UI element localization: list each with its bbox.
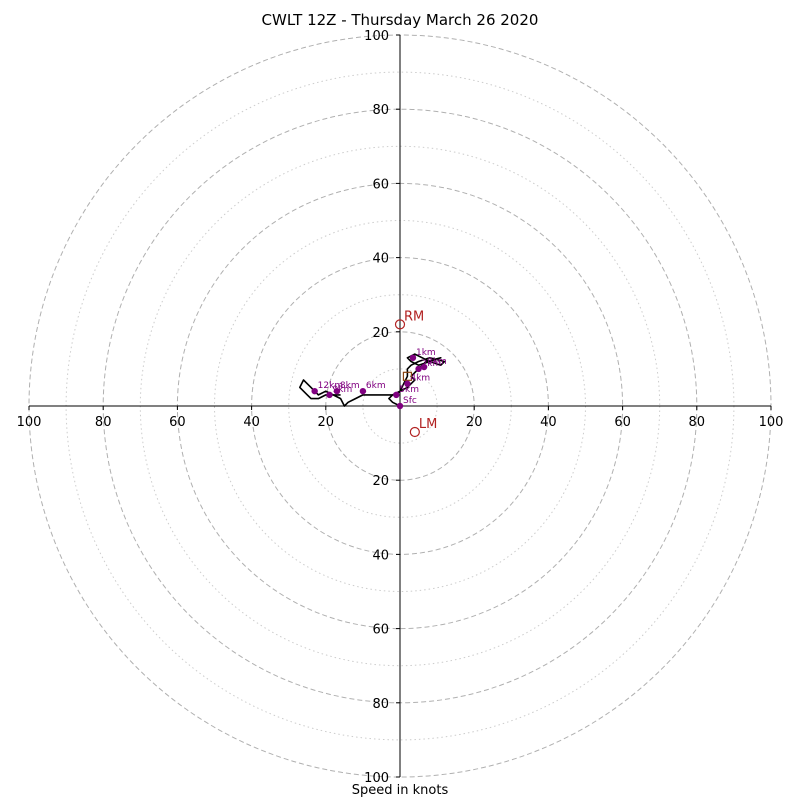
y-tick-label: 20 — [372, 326, 389, 341]
mean-wind-marker — [402, 371, 413, 381]
height-marker-point — [409, 354, 417, 361]
height-marker-label: Sfc — [403, 396, 417, 406]
storm-motion-point — [394, 319, 406, 330]
x-tick-label: 60 — [614, 415, 631, 430]
x-tick-label: 80 — [689, 415, 706, 430]
x-tick-label: 40 — [243, 415, 260, 430]
x-axis-label: Speed in knots — [351, 783, 449, 798]
height-marker-label: 1km — [416, 348, 436, 358]
x-tick-label: 80 — [95, 415, 112, 430]
height-marker-point — [420, 363, 428, 371]
storm-motion-point — [409, 426, 420, 438]
y-tick-label: 80 — [372, 697, 389, 712]
y-tick-label: 40 — [372, 252, 389, 267]
storm-motion-label: LM — [419, 417, 437, 432]
height-marker-label: 12km — [318, 381, 343, 391]
height-marker-label: 9km — [333, 385, 353, 395]
height-marker-point — [359, 387, 367, 395]
height-marker-label: 5km — [399, 385, 419, 395]
height-marker-label: 4km — [410, 374, 430, 384]
height-marker-point — [311, 387, 318, 395]
height-marker-point — [333, 387, 341, 395]
height-marker-label: 6km — [366, 381, 386, 391]
x-tick-label: 20 — [318, 415, 335, 430]
x-tick-label: 100 — [17, 415, 42, 430]
height-marker-label: 8km — [340, 381, 360, 391]
x-tick-label: 20 — [466, 415, 483, 430]
height-marker-label: 3km — [427, 357, 447, 367]
y-tick-label: 40 — [372, 548, 389, 563]
y-tick-label: 80 — [372, 103, 389, 118]
y-tick-label: 60 — [372, 177, 389, 192]
height-marker-label: 2km — [422, 359, 442, 369]
height-marker-point — [393, 391, 400, 399]
height-marker-point — [415, 365, 422, 373]
height-marker-point — [404, 380, 411, 387]
chart-title: CWLT 12Z - Thursday March 26 2020 — [261, 11, 539, 29]
x-tick-label: 60 — [169, 415, 186, 430]
y-tick-label: 60 — [372, 623, 389, 638]
height-marker-point — [396, 402, 404, 410]
y-tick-label: 20 — [372, 474, 389, 489]
x-tick-label: 100 — [759, 415, 784, 430]
height-marker-point — [326, 391, 333, 399]
y-tick-label: 100 — [364, 29, 389, 44]
y-tick-label: 100 — [364, 771, 389, 786]
storm-motion-label: RM — [404, 309, 424, 324]
x-tick-label: 40 — [540, 415, 557, 430]
